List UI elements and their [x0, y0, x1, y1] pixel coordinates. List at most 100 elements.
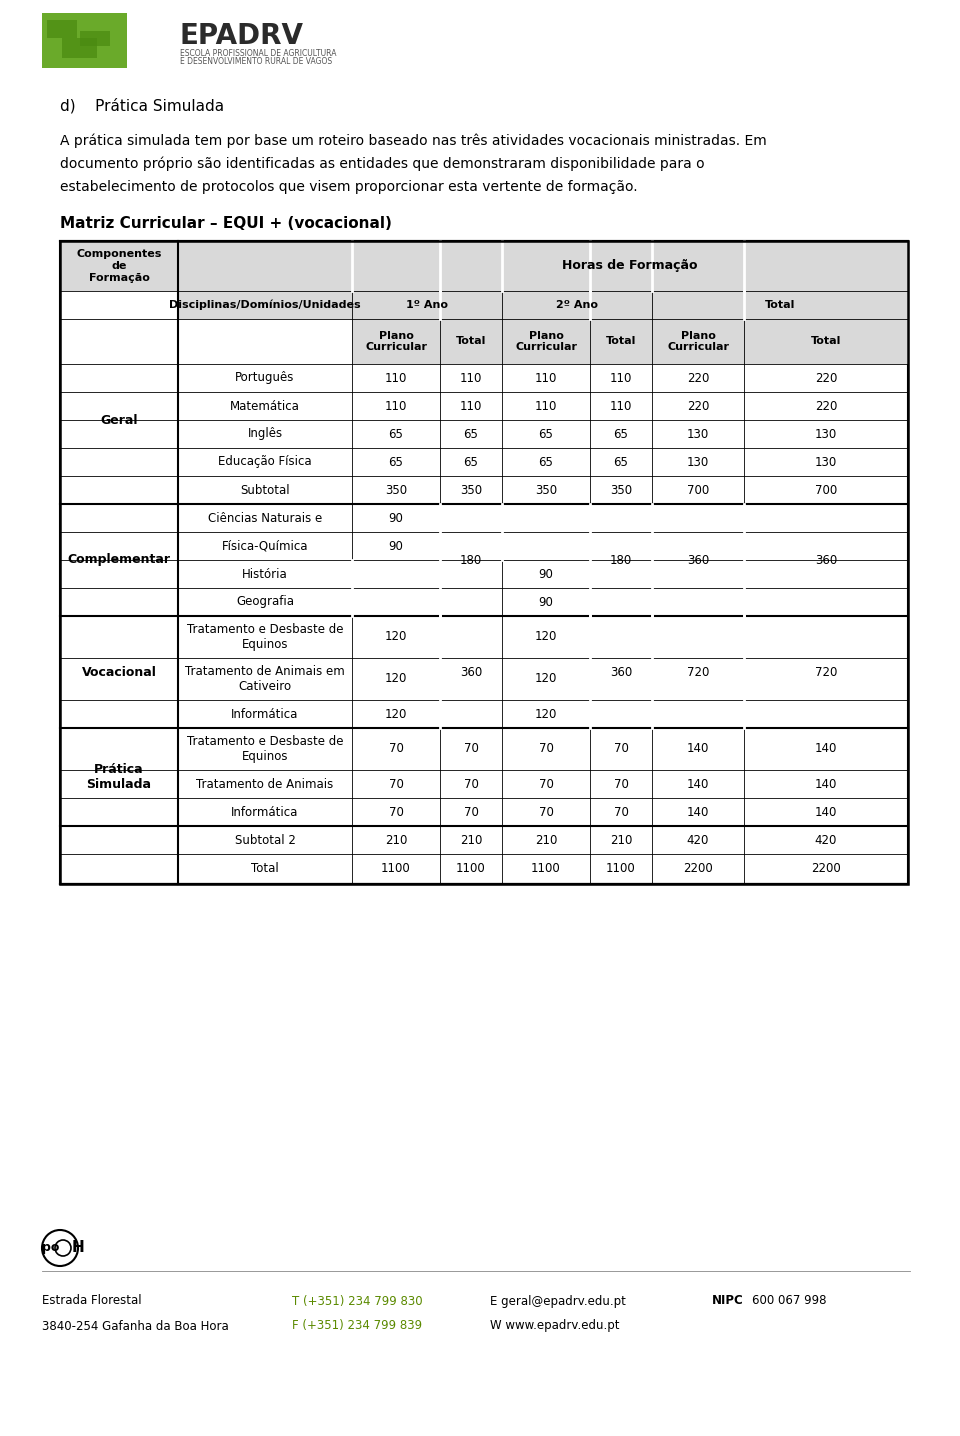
- Text: Informática: Informática: [231, 708, 299, 721]
- Text: Horas de Formação: Horas de Formação: [563, 260, 698, 273]
- Text: documento próprio são identificadas as entidades que demonstraram disponibilidad: documento próprio são identificadas as e…: [60, 157, 705, 171]
- Text: 70: 70: [539, 806, 553, 819]
- Text: 3840-254 Gafanha da Boa Hora: 3840-254 Gafanha da Boa Hora: [42, 1320, 228, 1333]
- Text: 2200: 2200: [811, 863, 841, 876]
- Text: 180: 180: [610, 553, 632, 566]
- Text: 110: 110: [610, 399, 633, 412]
- Text: F (+351) 234 799 839: F (+351) 234 799 839: [292, 1320, 422, 1333]
- Text: 210: 210: [610, 833, 633, 846]
- Text: 420: 420: [686, 833, 709, 846]
- Text: Complementar: Complementar: [67, 553, 171, 566]
- Bar: [62, 37, 97, 57]
- Text: 90: 90: [389, 540, 403, 553]
- Text: Total: Total: [765, 300, 795, 310]
- Text: Matemática: Matemática: [230, 399, 300, 412]
- Text: 70: 70: [613, 742, 629, 755]
- Text: A prática simulada tem por base um roteiro baseado nas três atividades vocaciona: A prática simulada tem por base um rotei…: [60, 134, 767, 148]
- Text: 90: 90: [539, 567, 553, 580]
- Text: 65: 65: [464, 428, 478, 441]
- Text: 70: 70: [539, 742, 553, 755]
- Text: Prática
Simulada: Prática Simulada: [86, 763, 152, 791]
- Text: 2200: 2200: [684, 863, 713, 876]
- Text: 70: 70: [389, 742, 403, 755]
- Text: 110: 110: [535, 399, 557, 412]
- Text: po: po: [42, 1242, 60, 1255]
- Text: 140: 140: [686, 806, 709, 819]
- Text: 700: 700: [686, 484, 709, 497]
- Text: 360: 360: [686, 553, 709, 566]
- Bar: [42, 13, 127, 67]
- Text: 180: 180: [460, 553, 482, 566]
- Bar: [47, 20, 77, 37]
- Text: ESCOLA PROFISSIONAL DE AGRICULTURA: ESCOLA PROFISSIONAL DE AGRICULTURA: [180, 49, 337, 57]
- Text: H: H: [72, 1241, 84, 1255]
- Text: 70: 70: [464, 777, 478, 790]
- Text: 120: 120: [535, 630, 557, 643]
- Bar: [352, 241, 908, 292]
- Text: 130: 130: [815, 428, 837, 441]
- Bar: [178, 292, 352, 319]
- Bar: [352, 292, 502, 319]
- Text: Total: Total: [811, 336, 841, 346]
- Text: Plano
Curricular: Plano Curricular: [515, 330, 577, 352]
- Text: Subtotal 2: Subtotal 2: [234, 833, 296, 846]
- Text: E DESENVOLVIMENTO RURAL DE VAGOS: E DESENVOLVIMENTO RURAL DE VAGOS: [180, 56, 332, 66]
- Text: 600 067 998: 600 067 998: [752, 1294, 827, 1308]
- Text: Tratamento e Desbaste de
Equinos: Tratamento e Desbaste de Equinos: [187, 623, 344, 651]
- Text: E geral@epadrv.edu.pt: E geral@epadrv.edu.pt: [490, 1294, 626, 1308]
- Text: 350: 350: [535, 484, 557, 497]
- Text: 120: 120: [385, 630, 407, 643]
- Text: Ciências Naturais e: Ciências Naturais e: [208, 511, 323, 524]
- Text: Plano
Curricular: Plano Curricular: [667, 330, 729, 352]
- Text: 110: 110: [460, 372, 482, 385]
- Text: 70: 70: [613, 806, 629, 819]
- Text: estabelecimento de protocolos que visem proporcionar esta vertente de formação.: estabelecimento de protocolos que visem …: [60, 180, 637, 194]
- Text: 120: 120: [385, 708, 407, 721]
- Text: 65: 65: [539, 428, 553, 441]
- Text: 120: 120: [535, 672, 557, 685]
- Text: Subtotal: Subtotal: [240, 484, 290, 497]
- Text: 700: 700: [815, 484, 837, 497]
- Text: Geral: Geral: [100, 414, 137, 426]
- Text: 210: 210: [385, 833, 407, 846]
- Text: 65: 65: [613, 455, 629, 468]
- Text: 220: 220: [815, 372, 837, 385]
- Text: 220: 220: [815, 399, 837, 412]
- Text: 70: 70: [464, 742, 478, 755]
- Text: 70: 70: [539, 777, 553, 790]
- Text: 110: 110: [610, 372, 633, 385]
- Bar: [352, 319, 440, 363]
- Text: 720: 720: [686, 665, 709, 678]
- Text: 90: 90: [389, 511, 403, 524]
- Text: 140: 140: [686, 742, 709, 755]
- Text: 110: 110: [460, 399, 482, 412]
- Text: 65: 65: [464, 455, 478, 468]
- Text: 360: 360: [610, 665, 632, 678]
- Text: 1º Ano: 1º Ano: [406, 300, 448, 310]
- Text: NIPC: NIPC: [712, 1294, 744, 1308]
- Text: 110: 110: [385, 372, 407, 385]
- Text: 110: 110: [385, 399, 407, 412]
- Text: 70: 70: [464, 806, 478, 819]
- Text: Disciplinas/Domínios/Unidades: Disciplinas/Domínios/Unidades: [169, 300, 361, 310]
- Text: 1100: 1100: [381, 863, 411, 876]
- Text: 210: 210: [535, 833, 557, 846]
- Text: Geografia: Geografia: [236, 596, 294, 609]
- Text: Total: Total: [456, 336, 486, 346]
- Text: 65: 65: [613, 428, 629, 441]
- Text: T (+351) 234 799 830: T (+351) 234 799 830: [292, 1294, 422, 1308]
- Text: Total: Total: [252, 863, 278, 876]
- Text: 1100: 1100: [456, 863, 486, 876]
- Bar: [440, 319, 502, 363]
- Text: 130: 130: [686, 455, 709, 468]
- Bar: [502, 292, 652, 319]
- Bar: [60, 241, 178, 292]
- Text: 70: 70: [389, 777, 403, 790]
- Bar: [590, 319, 652, 363]
- Text: 140: 140: [815, 806, 837, 819]
- Bar: [744, 319, 908, 363]
- Text: 90: 90: [539, 596, 553, 609]
- Text: 360: 360: [815, 553, 837, 566]
- Bar: [80, 32, 110, 46]
- Text: Informática: Informática: [231, 806, 299, 819]
